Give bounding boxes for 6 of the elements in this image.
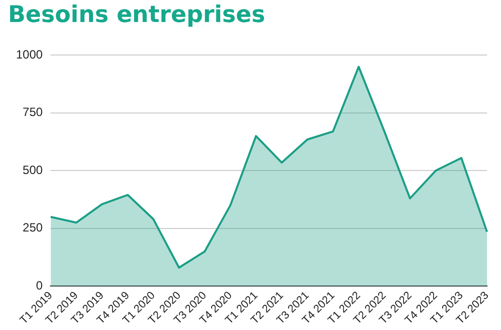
y-tick-label: 0 [36,278,44,292]
y-tick-label: 750 [22,105,44,120]
y-tick-label: 250 [22,220,44,235]
y-tick-label: 1000 [16,48,44,62]
chart-title: Besoins entreprises [8,2,266,28]
y-tick-label: 500 [22,162,44,177]
